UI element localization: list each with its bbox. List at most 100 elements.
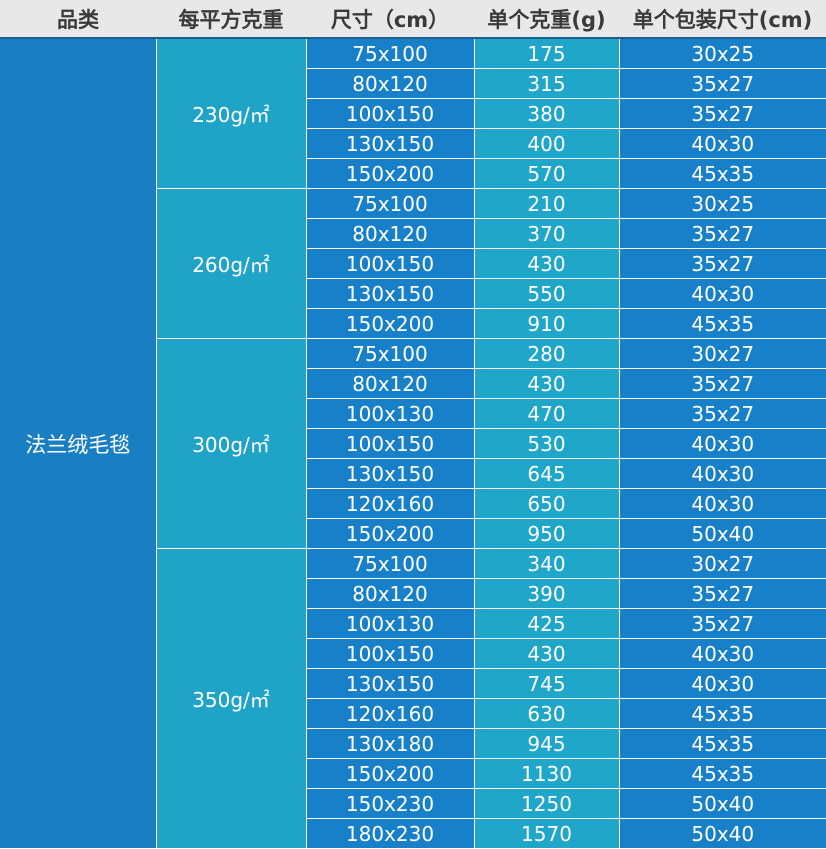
table-row: 100x130 425 35x27: [0, 608, 826, 639]
unit-weight-cell: 340: [473, 548, 620, 579]
size-cell: 80x120: [305, 578, 475, 609]
unit-weight-cell: 175: [473, 37, 620, 69]
gsm-cell: 350g/㎡: [155, 548, 307, 849]
size-cell: 130x180: [305, 728, 475, 759]
header-size: 尺寸（cm）: [306, 0, 474, 39]
package-size-cell: 35x27: [618, 98, 826, 129]
gsm-cell: 230g/㎡: [155, 37, 307, 189]
package-size-cell: 40x30: [618, 128, 826, 159]
table-row: 120x160 630 45x35: [0, 698, 826, 729]
size-cell: 180x230: [305, 818, 475, 849]
unit-weight-cell: 1570: [473, 818, 620, 849]
table-body: 法兰绒毛毯 230g/㎡ 75x100 175 30x25 80x120 315 35x27 1…: [0, 37, 826, 849]
size-cell: 100x150: [305, 638, 475, 669]
size-cell: 80x120: [305, 68, 475, 99]
package-size-cell: 30x27: [618, 548, 826, 579]
package-size-cell: 30x25: [618, 188, 826, 219]
package-size-cell: 40x30: [618, 278, 826, 309]
package-size-cell: 40x30: [618, 638, 826, 669]
package-size-cell: 35x27: [618, 248, 826, 279]
package-size-cell: 45x35: [618, 308, 826, 339]
unit-weight-cell: 630: [473, 698, 620, 729]
header-gsm: 每平方克重: [156, 0, 306, 39]
table-row: 100x150 430 40x30: [0, 638, 826, 669]
size-cell: 150x200: [305, 518, 475, 549]
package-size-cell: 40x30: [618, 458, 826, 489]
size-cell: 130x150: [305, 458, 475, 489]
package-size-cell: 35x27: [618, 578, 826, 609]
unit-weight-cell: 550: [473, 278, 620, 309]
table-row: 80x120 390 35x27: [0, 578, 826, 609]
size-cell: 75x100: [305, 37, 475, 69]
size-cell: 130x150: [305, 278, 475, 309]
unit-weight-cell: 945: [473, 728, 620, 759]
package-size-cell: 45x35: [618, 698, 826, 729]
unit-weight-cell: 530: [473, 428, 620, 459]
table-row: 100x150 430 35x27: [0, 248, 826, 279]
size-cell: 100x130: [305, 608, 475, 639]
table-row: 80x120 430 35x27: [0, 368, 826, 399]
package-size-cell: 50x40: [618, 818, 826, 849]
category-cell: 法兰绒毛毯: [0, 37, 157, 849]
size-cell: 100x150: [305, 248, 475, 279]
unit-weight-cell: 1250: [473, 788, 620, 819]
package-size-cell: 30x25: [618, 37, 826, 69]
size-cell: 100x130: [305, 398, 475, 429]
table-row: 130x150 400 40x30: [0, 128, 826, 159]
size-cell: 150x200: [305, 758, 475, 789]
unit-weight-cell: 380: [473, 98, 620, 129]
table-row: 260g/㎡ 75x100 210 30x25: [0, 188, 826, 339]
size-cell: 100x150: [305, 98, 475, 129]
unit-weight-cell: 910: [473, 308, 620, 339]
package-size-cell: 35x27: [618, 68, 826, 99]
unit-weight-cell: 430: [473, 368, 620, 399]
package-size-cell: 45x35: [618, 758, 826, 789]
size-cell: 75x100: [305, 548, 475, 579]
package-size-cell: 50x40: [618, 788, 826, 819]
unit-weight-cell: 390: [473, 578, 620, 609]
size-cell: 75x100: [305, 338, 475, 369]
unit-weight-cell: 645: [473, 458, 620, 489]
package-size-cell: 50x40: [618, 518, 826, 549]
size-cell: 120x160: [305, 698, 475, 729]
size-cell: 150x200: [305, 158, 475, 189]
unit-weight-cell: 370: [473, 218, 620, 249]
header-row: 品类 每平方克重 尺寸（cm） 单个克重(g) 单个包装尺寸(cm): [0, 0, 826, 39]
package-size-cell: 35x27: [618, 608, 826, 639]
size-cell: 80x120: [305, 218, 475, 249]
package-size-cell: 30x27: [618, 338, 826, 369]
package-size-cell: 35x27: [618, 218, 826, 249]
unit-weight-cell: 950: [473, 518, 620, 549]
unit-weight-cell: 430: [473, 248, 620, 279]
size-cell: 100x150: [305, 428, 475, 459]
size-cell: 150x200: [305, 308, 475, 339]
table-row: 130x150 645 40x30: [0, 458, 826, 489]
package-size-cell: 45x35: [618, 728, 826, 759]
package-size-cell: 35x27: [618, 368, 826, 399]
header-package-size: 单个包装尺寸(cm): [619, 0, 826, 39]
unit-weight-cell: 650: [473, 488, 620, 519]
unit-weight-cell: 745: [473, 668, 620, 699]
table-header: 品类 每平方克重 尺寸（cm） 单个克重(g) 单个包装尺寸(cm): [0, 0, 826, 39]
unit-weight-cell: 425: [473, 608, 620, 639]
unit-weight-cell: 210: [473, 188, 620, 219]
header-category: 品类: [0, 0, 156, 39]
header-unit-weight: 单个克重(g): [474, 0, 619, 39]
unit-weight-cell: 430: [473, 638, 620, 669]
size-cell: 130x150: [305, 128, 475, 159]
table-row: 130x150 745 40x30: [0, 668, 826, 699]
size-cell: 120x160: [305, 488, 475, 519]
unit-weight-cell: 470: [473, 398, 620, 429]
table-row: 150x230 1250 50x40: [0, 788, 826, 819]
size-cell: 150x230: [305, 788, 475, 819]
table-row: 300g/㎡ 75x100 280 30x27: [0, 338, 826, 549]
unit-weight-cell: 280: [473, 338, 620, 369]
table-row: 120x160 650 40x30: [0, 488, 826, 519]
table-row: 80x120 315 35x27: [0, 68, 826, 99]
size-cell: 75x100: [305, 188, 475, 219]
table-row: 180x230 1570 50x40: [0, 818, 826, 849]
package-size-cell: 40x30: [618, 428, 826, 459]
package-size-cell: 40x30: [618, 488, 826, 519]
